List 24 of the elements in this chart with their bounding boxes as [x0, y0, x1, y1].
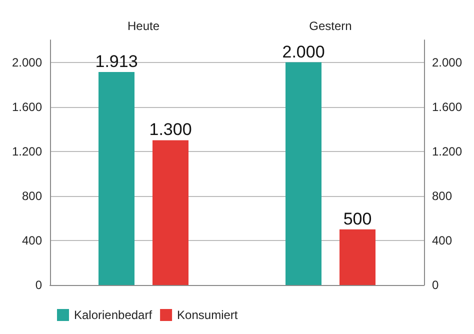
y2-tick-label: 1.200: [432, 144, 462, 158]
data-label: 1.913: [95, 52, 138, 71]
y-tick-label: 1.200: [12, 144, 42, 158]
bar: [340, 229, 376, 285]
y-tick-label: 2.000: [12, 55, 42, 70]
y2-tick-label: 2.000: [432, 55, 462, 70]
y2-tick-label: 0: [432, 278, 439, 292]
x-tick-label: Heute: [127, 19, 160, 33]
y-tick-label: 0: [35, 278, 42, 292]
data-label: 1.300: [149, 120, 192, 140]
y2-tick-label: 1.600: [432, 100, 462, 114]
data-label: 500: [343, 209, 372, 228]
bar: [152, 140, 188, 285]
legend-label: Kalorienbedarf: [74, 308, 153, 322]
y-tick-label: 800: [22, 188, 42, 203]
bar: [286, 62, 322, 285]
y2-tick-label: 800: [432, 188, 452, 203]
data-label: 2.000: [282, 42, 325, 62]
bar: [98, 72, 134, 285]
x-tick-label: Gestern: [309, 19, 352, 33]
y2-tick-label: 400: [432, 233, 452, 248]
legend-label: Konsumiert: [177, 308, 238, 322]
y-tick-label: 400: [22, 233, 42, 248]
y-tick-label: 1.600: [12, 100, 42, 114]
